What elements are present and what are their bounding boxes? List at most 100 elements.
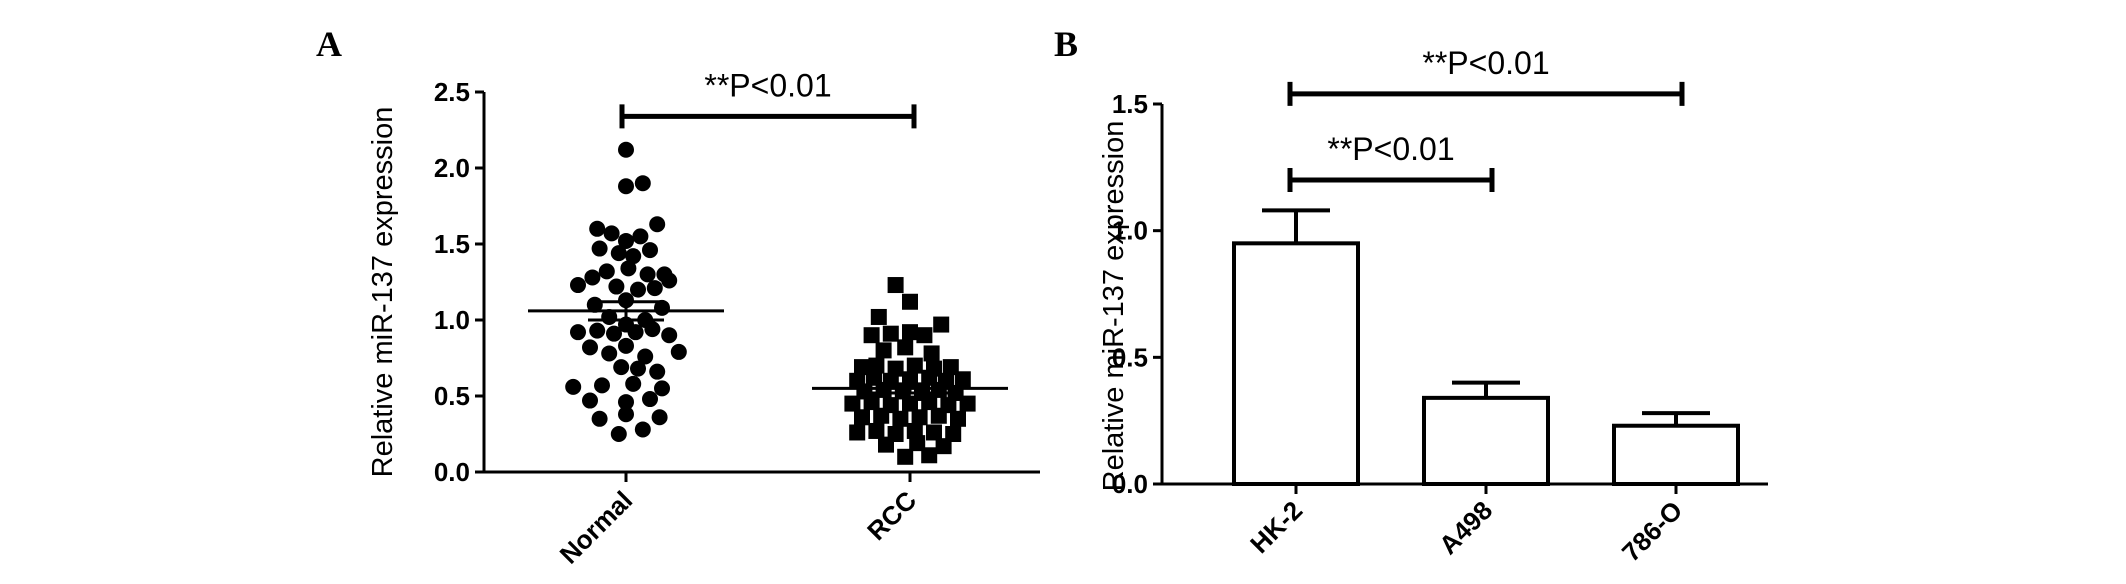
data-point xyxy=(892,410,909,427)
data-point xyxy=(610,426,627,442)
data-point xyxy=(627,324,644,341)
data-point xyxy=(866,369,882,386)
data-point xyxy=(902,395,918,412)
data-point xyxy=(591,240,608,257)
data-point xyxy=(921,394,938,411)
y-axis-label: Relative miR-137 expression xyxy=(1098,121,1130,492)
data-point xyxy=(906,422,923,439)
significance-bracket xyxy=(619,104,917,129)
data-point xyxy=(618,141,634,158)
data-point xyxy=(620,260,637,277)
data-point xyxy=(646,280,663,297)
data-point xyxy=(911,409,928,426)
data-point xyxy=(887,360,904,377)
data-point xyxy=(921,447,938,464)
data-point xyxy=(610,245,627,262)
data-point xyxy=(644,321,661,338)
x-tick-label: 786-O xyxy=(1616,495,1688,567)
x-tick-label: HK-2 xyxy=(1244,495,1308,559)
bar-hk-2 xyxy=(1232,241,1360,486)
data-point xyxy=(897,339,914,356)
y-tick-label: 0.5 xyxy=(1112,342,1148,372)
data-point xyxy=(661,327,678,344)
y-axis-label: Relative miR-137 expression xyxy=(367,107,399,478)
data-point xyxy=(954,371,971,388)
data-point xyxy=(570,324,586,341)
data-point xyxy=(618,337,634,354)
significance-label: **P<0.01 xyxy=(1422,45,1549,81)
series-rcc xyxy=(812,277,1008,465)
data-point xyxy=(935,438,952,455)
data-point xyxy=(606,325,622,342)
data-point xyxy=(651,409,668,426)
y-tick-label: 1.0 xyxy=(434,305,470,335)
data-point xyxy=(582,392,598,409)
data-point xyxy=(582,339,598,356)
data-point xyxy=(959,395,976,412)
data-point xyxy=(930,407,947,424)
data-point xyxy=(594,377,610,394)
data-point xyxy=(625,248,642,265)
data-point xyxy=(565,378,582,395)
y-tick-label: 1.5 xyxy=(1112,89,1148,119)
data-point xyxy=(642,391,658,408)
data-point xyxy=(882,325,899,342)
data-point xyxy=(863,394,880,411)
bar-a498 xyxy=(1422,395,1550,486)
data-point xyxy=(634,175,651,192)
data-point xyxy=(854,409,870,426)
data-point xyxy=(902,324,918,341)
data-point xyxy=(632,228,649,245)
significance-label: **P<0.01 xyxy=(704,67,831,103)
data-point xyxy=(897,448,914,465)
data-point xyxy=(902,293,918,310)
data-point xyxy=(642,242,658,259)
x-tick-label: RCC xyxy=(861,485,922,546)
y-tick-label: 2.0 xyxy=(434,153,470,183)
x-tick-label: A498 xyxy=(1433,495,1498,560)
data-point xyxy=(906,357,923,374)
data-point xyxy=(923,345,940,362)
data-point xyxy=(589,220,606,237)
data-point xyxy=(618,178,634,195)
data-point xyxy=(654,380,670,397)
data-point xyxy=(868,422,885,439)
data-point xyxy=(603,225,620,242)
data-point xyxy=(670,343,687,360)
data-point xyxy=(933,316,950,333)
data-point xyxy=(849,424,866,441)
x-tick-label: Normal xyxy=(554,485,639,570)
data-point xyxy=(618,406,634,423)
y-tick-label: 0.0 xyxy=(1112,469,1148,499)
data-point xyxy=(945,426,962,442)
series-normal xyxy=(528,141,724,442)
data-point xyxy=(649,216,666,233)
data-point xyxy=(926,424,942,441)
data-point xyxy=(618,232,634,249)
data-point xyxy=(921,369,938,386)
panel-letter-b: B xyxy=(1054,24,1078,64)
data-point xyxy=(570,277,586,294)
panel-letter-a: A xyxy=(316,24,342,64)
data-point xyxy=(608,278,625,295)
y-tick-label: 0.5 xyxy=(434,381,470,411)
data-point xyxy=(591,410,608,427)
data-point xyxy=(630,360,646,377)
y-tick-label: 2.5 xyxy=(434,77,470,107)
data-point xyxy=(601,345,618,362)
data-point xyxy=(589,322,606,339)
data-point xyxy=(613,359,630,376)
y-tick-label: 0.0 xyxy=(434,457,470,487)
data-point xyxy=(649,363,666,380)
data-point xyxy=(950,410,966,427)
y-tick-label: 1.5 xyxy=(434,229,470,259)
data-point xyxy=(618,394,634,411)
data-point xyxy=(625,375,642,392)
data-point xyxy=(630,281,646,298)
data-point xyxy=(863,327,880,344)
bar-786-o xyxy=(1612,423,1740,487)
significance-label: **P<0.01 xyxy=(1327,131,1454,167)
data-point xyxy=(634,421,651,438)
significance-bracket xyxy=(1287,81,1685,106)
